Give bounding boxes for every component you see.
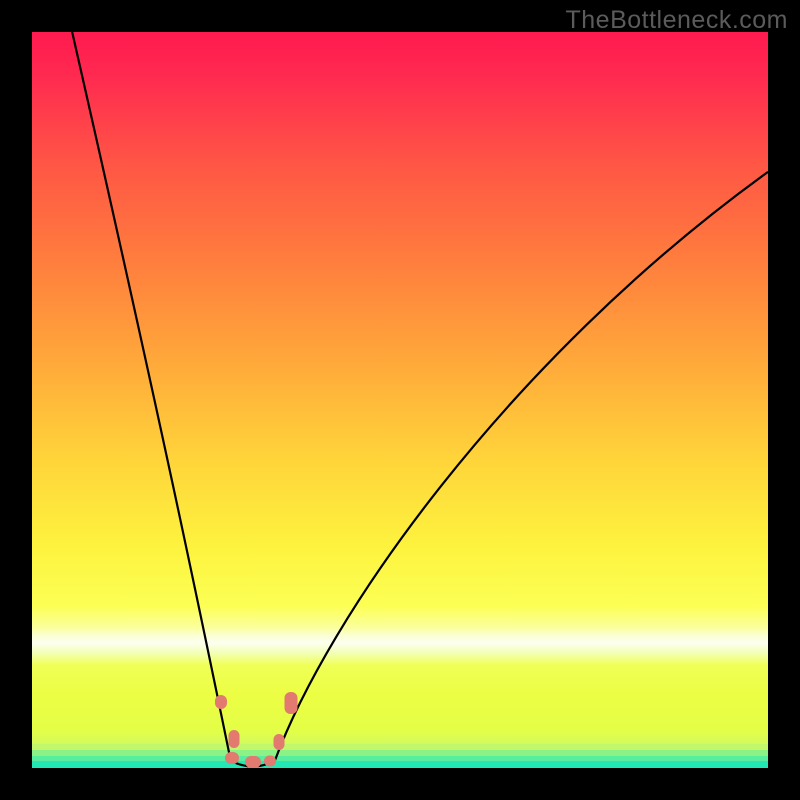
data-marker <box>225 752 239 764</box>
data-marker <box>229 730 240 748</box>
data-marker <box>245 756 261 768</box>
outer-frame: TheBottleneck.com <box>0 0 800 800</box>
plot-area <box>32 32 768 768</box>
curve-path <box>69 32 768 767</box>
data-marker <box>285 692 298 714</box>
watermark-text: TheBottleneck.com <box>566 6 789 35</box>
data-marker <box>264 755 276 766</box>
bottleneck-curve <box>32 32 768 768</box>
data-marker <box>215 695 227 709</box>
data-marker <box>273 734 284 750</box>
